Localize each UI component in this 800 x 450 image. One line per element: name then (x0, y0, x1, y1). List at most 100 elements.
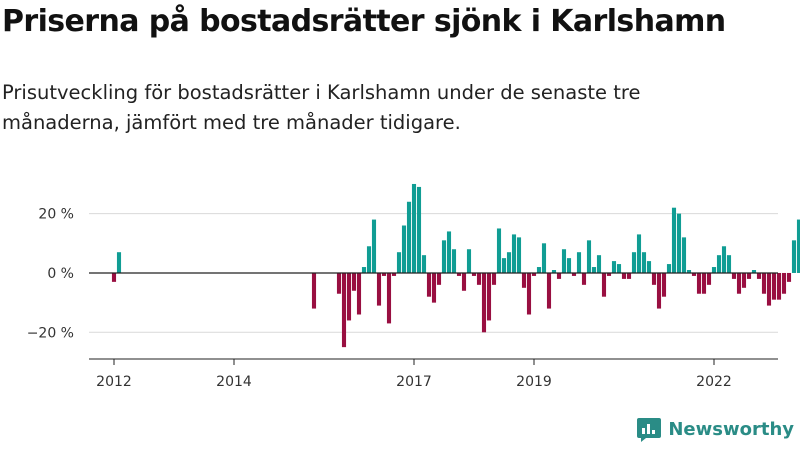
bar (631, 252, 637, 273)
x-tick-label: 2014 (216, 374, 252, 390)
brand-name: Newsworthy (668, 418, 794, 440)
bar (501, 258, 507, 273)
bar (376, 272, 382, 306)
bar (361, 267, 367, 273)
bar (401, 225, 407, 273)
bar (521, 272, 527, 288)
brand-logo[interactable]: Newsworthy (636, 416, 794, 442)
chart-subtitle: Prisutveckling för bostadsrätter i Karls… (2, 81, 641, 134)
bar (681, 237, 687, 273)
bar (616, 264, 622, 273)
bar (421, 255, 427, 273)
bar (356, 272, 362, 315)
y-tick-label: 0 % (47, 266, 74, 282)
bar (556, 272, 562, 279)
bar (526, 272, 532, 315)
bar (586, 240, 592, 273)
bar (566, 258, 572, 273)
bar (116, 252, 122, 273)
bar (561, 249, 567, 273)
bar (751, 270, 757, 273)
bar (726, 255, 732, 273)
bar (796, 219, 800, 273)
bar (536, 267, 542, 273)
bar (651, 272, 657, 285)
bar (786, 272, 792, 282)
bar (686, 270, 692, 273)
bar (411, 183, 417, 273)
bar (771, 272, 777, 300)
bar (656, 272, 662, 309)
bar (416, 186, 422, 273)
bar (451, 249, 457, 273)
bar (386, 272, 392, 324)
bar (511, 234, 517, 273)
bar (621, 272, 627, 279)
newsworthy-logo-icon (637, 418, 662, 442)
bar (716, 255, 722, 273)
bar (706, 272, 712, 285)
bar (491, 272, 497, 285)
bar (341, 272, 347, 348)
bar (776, 272, 782, 300)
bar (436, 272, 442, 285)
bar (366, 246, 372, 273)
bar (691, 272, 697, 276)
bar (456, 272, 462, 276)
bar (711, 267, 717, 273)
bar (766, 272, 772, 306)
bar (406, 201, 412, 273)
bar (461, 272, 467, 291)
bar (466, 249, 472, 273)
bar (661, 272, 667, 297)
chart-title: Priserna på bostadsrätter sjönk i Karlsh… (2, 4, 726, 39)
bar (606, 272, 612, 276)
bar (671, 207, 677, 273)
x-tick-label: 2017 (396, 374, 432, 390)
bar (781, 272, 787, 294)
bar (471, 272, 477, 276)
x-tick-label: 2022 (696, 374, 732, 390)
bar (571, 272, 577, 276)
bar (496, 228, 502, 273)
y-tick-label: −20 % (27, 325, 74, 341)
x-tick-label: 2019 (516, 374, 552, 390)
bar (626, 272, 632, 279)
bar (741, 272, 747, 288)
bar (546, 272, 552, 309)
bar (576, 252, 582, 273)
bar (516, 237, 522, 273)
bar (596, 255, 602, 273)
bar (311, 272, 317, 309)
bar (396, 252, 402, 273)
bar (591, 267, 597, 273)
x-tick-label: 2012 (96, 374, 132, 390)
bar (551, 270, 557, 273)
bar (746, 272, 752, 279)
bar (441, 240, 447, 273)
bar (476, 272, 482, 285)
bar (506, 252, 512, 273)
bar (351, 272, 357, 291)
bar (531, 272, 537, 276)
bar (371, 219, 377, 273)
bar (736, 272, 742, 294)
bar (541, 243, 547, 273)
bar (381, 272, 387, 276)
bar (581, 272, 587, 285)
bar (646, 261, 652, 273)
bar (701, 272, 707, 294)
bar (791, 240, 797, 273)
bar (481, 272, 487, 333)
bar (486, 272, 492, 321)
bar (641, 252, 647, 273)
bar (111, 272, 117, 282)
bar (336, 272, 342, 294)
bar (611, 261, 617, 273)
bar (446, 231, 452, 273)
bar (761, 272, 767, 294)
bar (431, 272, 437, 303)
bar (756, 272, 762, 279)
bar (391, 272, 397, 276)
